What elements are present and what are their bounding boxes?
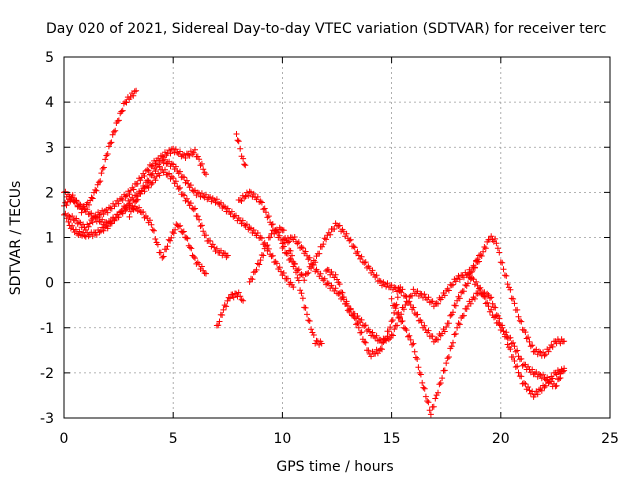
series-prn-j — [279, 220, 482, 345]
series-prn-l — [388, 287, 568, 418]
y-tick-label: 2 — [45, 185, 54, 201]
series-prn-e — [126, 156, 297, 291]
chart-title: Day 020 of 2021, Sidereal Day-to-day VTE… — [46, 21, 606, 37]
x-tick-label: 15 — [383, 431, 401, 447]
y-tick-label: -2 — [40, 366, 54, 382]
y-tick-label: -3 — [40, 411, 54, 427]
axis-ticks — [63, 56, 611, 419]
series-prn-m — [465, 233, 568, 359]
y-tick-label: 3 — [45, 140, 54, 156]
x-tick-label: 25 — [601, 431, 619, 447]
plus-markers — [65, 201, 209, 277]
y-tick-label: 1 — [45, 231, 54, 247]
series-prn-f — [213, 289, 247, 329]
x-tick-label: 10 — [273, 431, 291, 447]
plus-markers — [126, 156, 297, 291]
plus-markers — [388, 287, 568, 418]
plus-markers — [246, 224, 325, 348]
plus-markers — [323, 266, 568, 390]
series-prn-h — [235, 188, 404, 360]
y-tick-label: 5 — [45, 50, 54, 66]
x-tick-label: 20 — [492, 431, 510, 447]
x-tick-label: 0 — [60, 431, 69, 447]
y-tick-labels: -3 -2 -1 0 1 2 3 4 5 — [40, 50, 54, 427]
x-tick-labels: 0 5 10 15 20 25 — [60, 431, 619, 447]
series-prn-k — [323, 266, 568, 390]
plus-markers — [235, 188, 404, 360]
y-tick-label: 0 — [45, 276, 54, 292]
series-prn-i — [246, 224, 325, 348]
plus-markers — [213, 289, 247, 329]
plus-markers — [233, 131, 249, 169]
series-prn-g — [233, 131, 249, 169]
y-tick-label: -1 — [40, 321, 54, 337]
y-axis-label: SDTVAR / TECUs — [8, 181, 24, 296]
plus-markers — [465, 233, 568, 359]
x-tick-label: 5 — [169, 431, 178, 447]
x-axis-label: GPS time / hours — [276, 459, 393, 475]
series-prn-d — [65, 201, 209, 277]
plus-markers — [61, 145, 209, 233]
y-tick-label: 4 — [45, 95, 54, 111]
series-prn-b — [61, 145, 209, 233]
plus-markers — [279, 220, 482, 345]
data-points — [61, 87, 568, 418]
